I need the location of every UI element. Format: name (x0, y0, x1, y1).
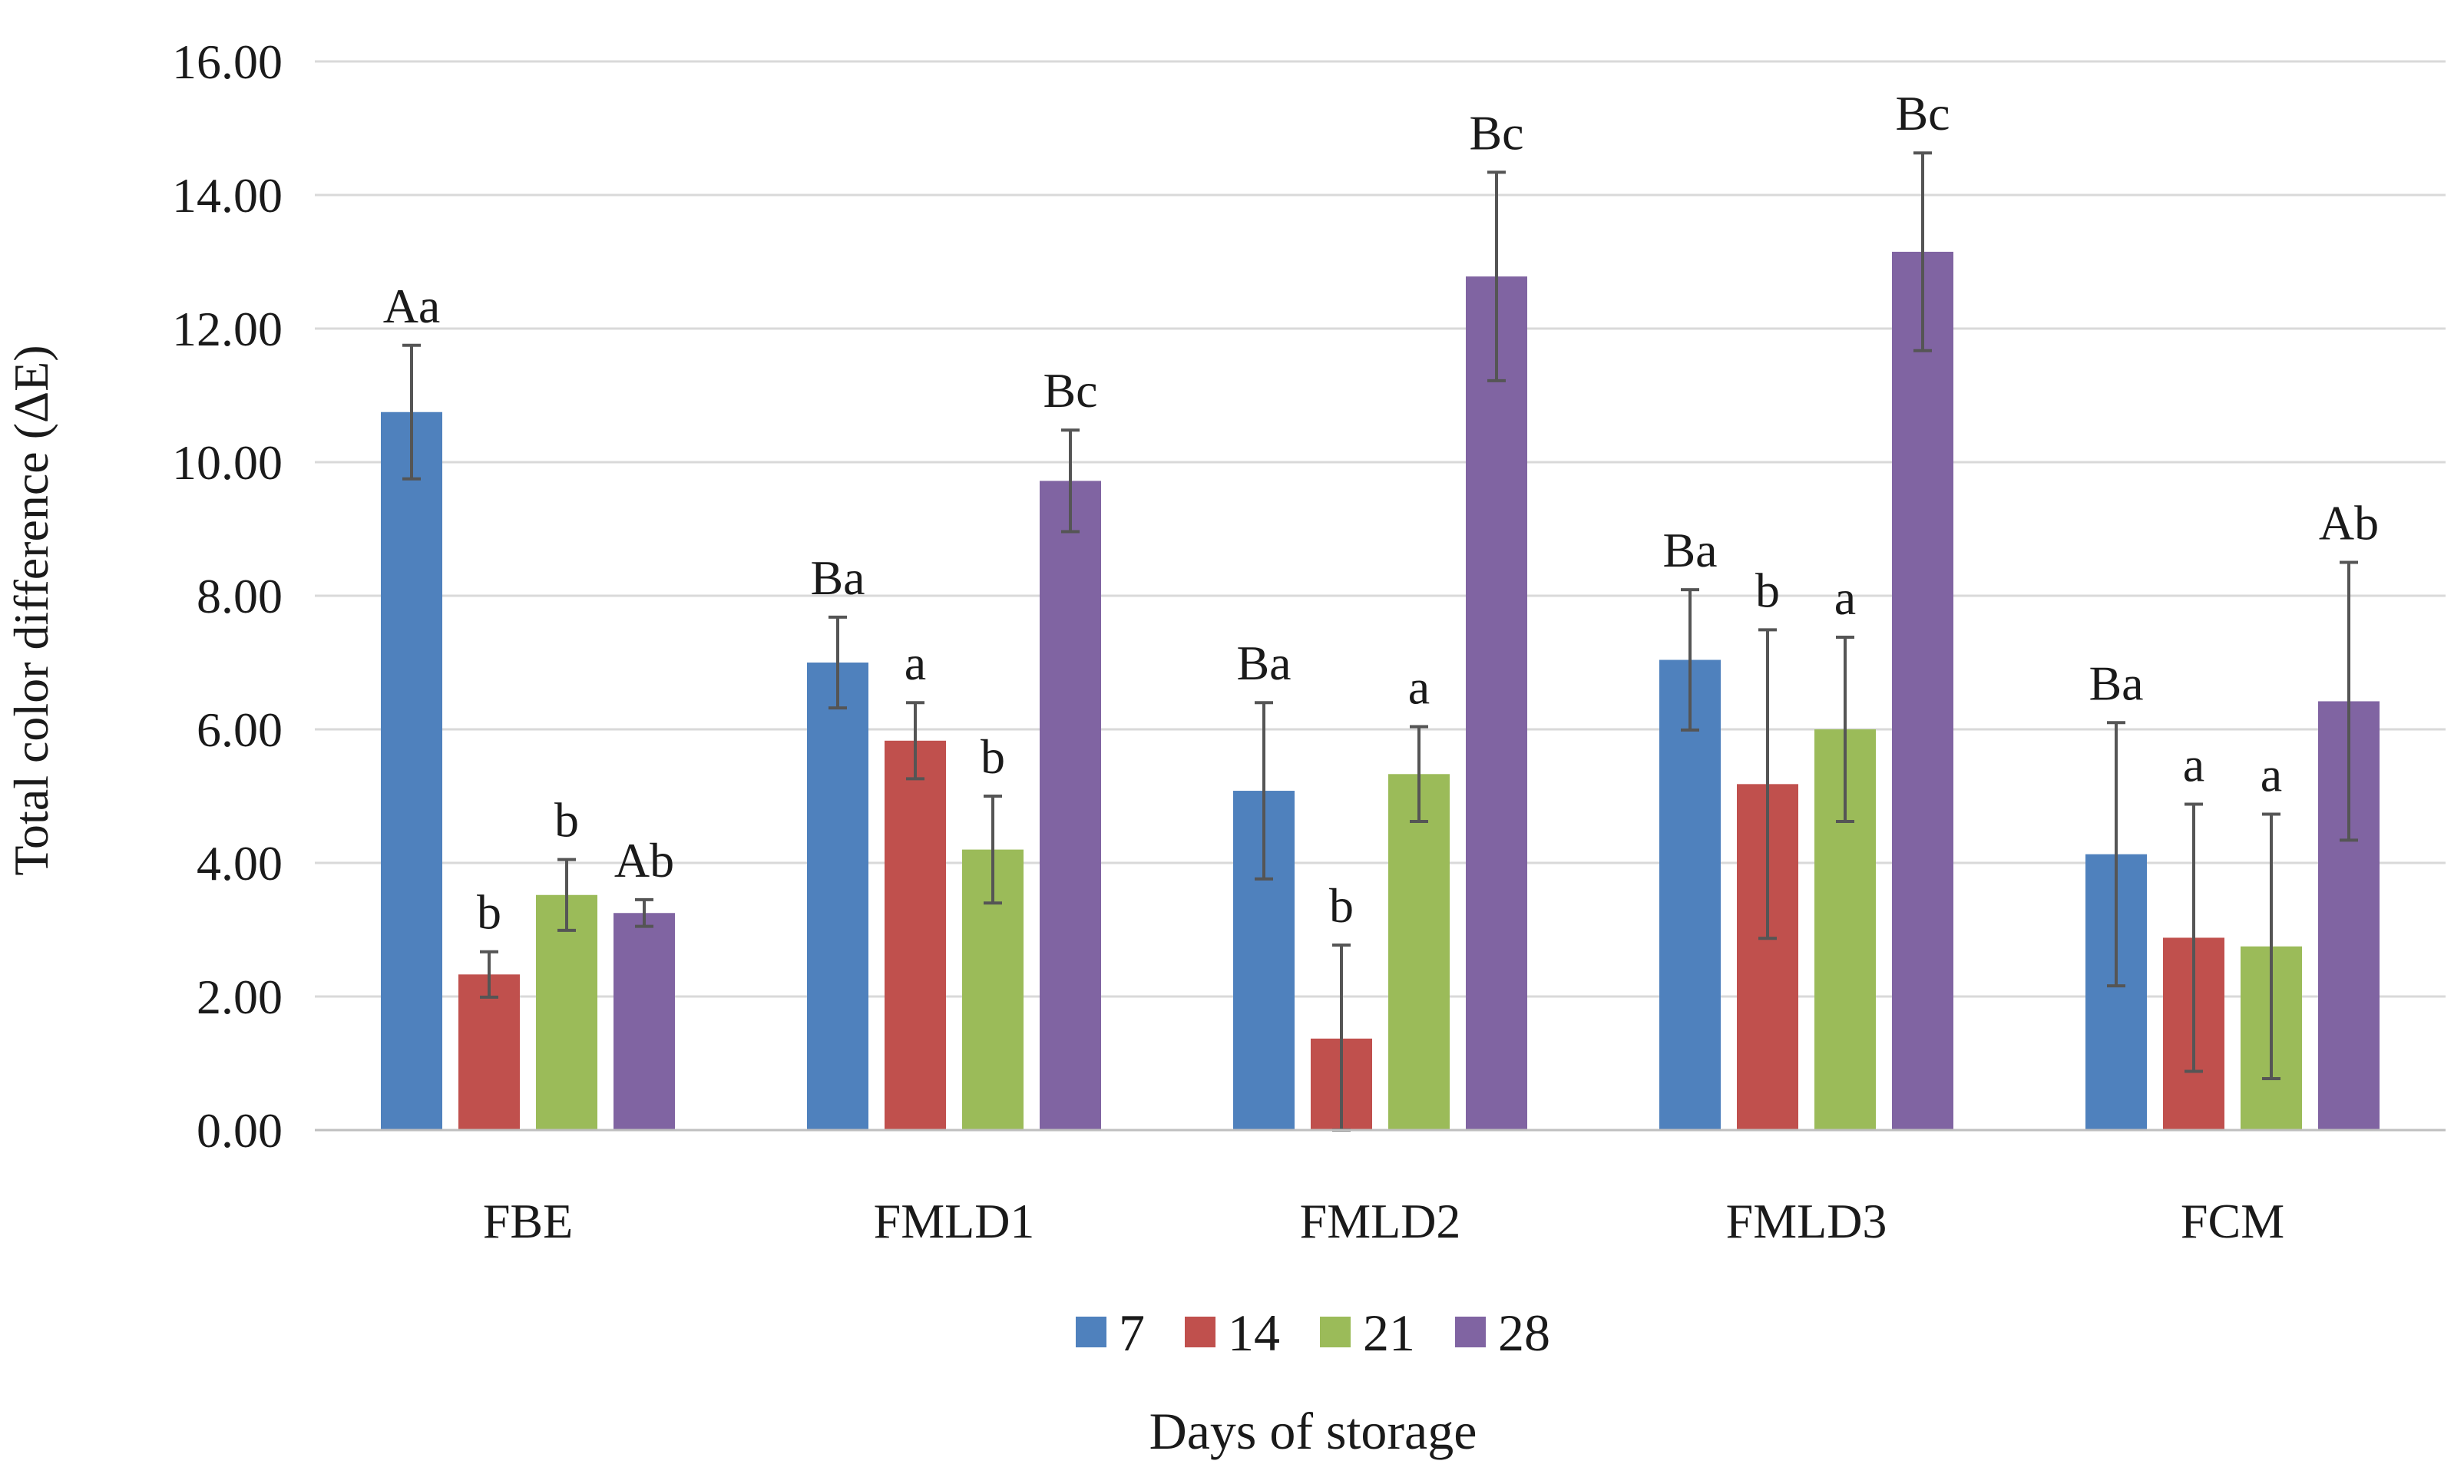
significance-label: a (1834, 570, 1856, 625)
bars (381, 251, 2380, 1131)
y-tick-label: 2.00 (197, 970, 283, 1024)
legend-item-7: 7 (1076, 1304, 1145, 1362)
legend-label: 21 (1363, 1304, 1415, 1362)
legend-swatch (1185, 1317, 1215, 1347)
gridlines (315, 60, 2446, 998)
error-bar (480, 950, 498, 999)
bar-fbe-day-7 (381, 411, 442, 1130)
error-bar (984, 795, 1002, 905)
bar-fmld2-day-21 (1388, 774, 1450, 1130)
x-tick-label: FMLD1 (874, 1194, 1035, 1248)
error-bar (557, 858, 576, 932)
legend: 7 14 21 28 (1076, 1304, 1550, 1362)
error-bar (1758, 628, 1777, 940)
legend-item-28: 28 (1455, 1304, 1550, 1362)
significance-label: Ba (1662, 523, 1717, 577)
y-tick-label: 16.00 (172, 35, 283, 89)
significance-label: b (1755, 563, 1780, 617)
error-bar (1410, 725, 1428, 824)
x-tick-label: FMLD3 (1726, 1194, 1887, 1248)
legend-item-14: 14 (1185, 1304, 1280, 1362)
error-bar (2340, 560, 2358, 842)
significance-label: b (981, 729, 1005, 784)
error-bar (1255, 701, 1273, 881)
significance-label: b (1329, 878, 1354, 933)
y-tick-label: 10.00 (172, 435, 283, 490)
legend-label: 28 (1498, 1304, 1550, 1362)
error-bar (1836, 635, 1854, 824)
axes: 0.00 2.00 4.00 6.00 8.00 10.00 12.00 14.00 16.00… (172, 35, 2446, 1248)
significance-label: b (554, 793, 579, 848)
y-tick-label: 6.00 (197, 702, 283, 757)
error-bar (1681, 588, 1699, 732)
bar-fbe-day-21 (536, 894, 597, 1130)
error-bar (1487, 170, 1506, 382)
error-bar (906, 701, 924, 781)
bar-fmld2-day-28 (1466, 276, 1527, 1130)
significance-label: Ab (614, 833, 674, 887)
significance-label: Bc (1043, 363, 1097, 418)
significance-label: Bc (1895, 86, 1950, 140)
bar-fmld1-day-14 (885, 740, 946, 1130)
significance-label: a (2183, 737, 2204, 792)
x-axis-title: Days of storage (1149, 1402, 1477, 1460)
significance-label: Ba (810, 550, 865, 605)
significance-label: a (905, 636, 926, 690)
x-tick-label: FBE (483, 1194, 573, 1248)
significance-label: Ab (2319, 496, 2379, 550)
legend-label: 14 (1228, 1304, 1280, 1362)
bar-fmld3-day-28 (1892, 251, 1953, 1131)
significance-label: b (477, 885, 501, 940)
bar-fmld1-day-28 (1040, 481, 1101, 1130)
error-bar (1913, 151, 1932, 352)
legend-swatch (1076, 1317, 1106, 1347)
y-tick-label: 0.00 (197, 1103, 283, 1158)
significance-label: Ba (1236, 636, 1291, 690)
bar-fmld3-day-7 (1659, 659, 1721, 1130)
significance-label: Ba (2089, 656, 2143, 710)
legend-label: 7 (1119, 1304, 1145, 1362)
error-bar (828, 615, 847, 710)
bar-fbe-day-14 (458, 974, 520, 1130)
bar-fmld1-day-7 (807, 663, 868, 1130)
x-tick-label: FMLD2 (1300, 1194, 1461, 1248)
significance-label: Bc (1469, 105, 1523, 160)
error-bar (1061, 428, 1080, 534)
significance-label: a (1408, 660, 1430, 715)
y-tick-label: 8.00 (197, 569, 283, 623)
legend-swatch (1320, 1317, 1351, 1347)
error-bar (635, 897, 653, 928)
y-tick-label: 12.00 (172, 302, 283, 356)
significance-label: Aa (383, 279, 441, 333)
error-bar (2107, 721, 2125, 988)
error-bars (402, 151, 2358, 1132)
y-axis-title: Total color difference (ΔE) (4, 345, 58, 875)
bar-fbe-day-28 (614, 913, 675, 1130)
legend-item-21: 21 (1320, 1304, 1415, 1362)
error-bar (2185, 802, 2203, 1073)
y-tick-label: 14.00 (172, 168, 283, 223)
significance-label: a (2261, 747, 2282, 801)
x-tick-label: FCM (2181, 1194, 2284, 1248)
error-bar (2262, 812, 2280, 1081)
error-bar (402, 343, 421, 481)
legend-swatch (1455, 1317, 1486, 1347)
y-tick-label: 4.00 (197, 836, 283, 891)
